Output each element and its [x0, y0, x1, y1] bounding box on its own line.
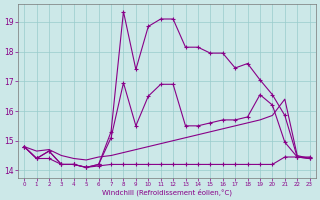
- X-axis label: Windchill (Refroidissement éolien,°C): Windchill (Refroidissement éolien,°C): [102, 188, 232, 196]
